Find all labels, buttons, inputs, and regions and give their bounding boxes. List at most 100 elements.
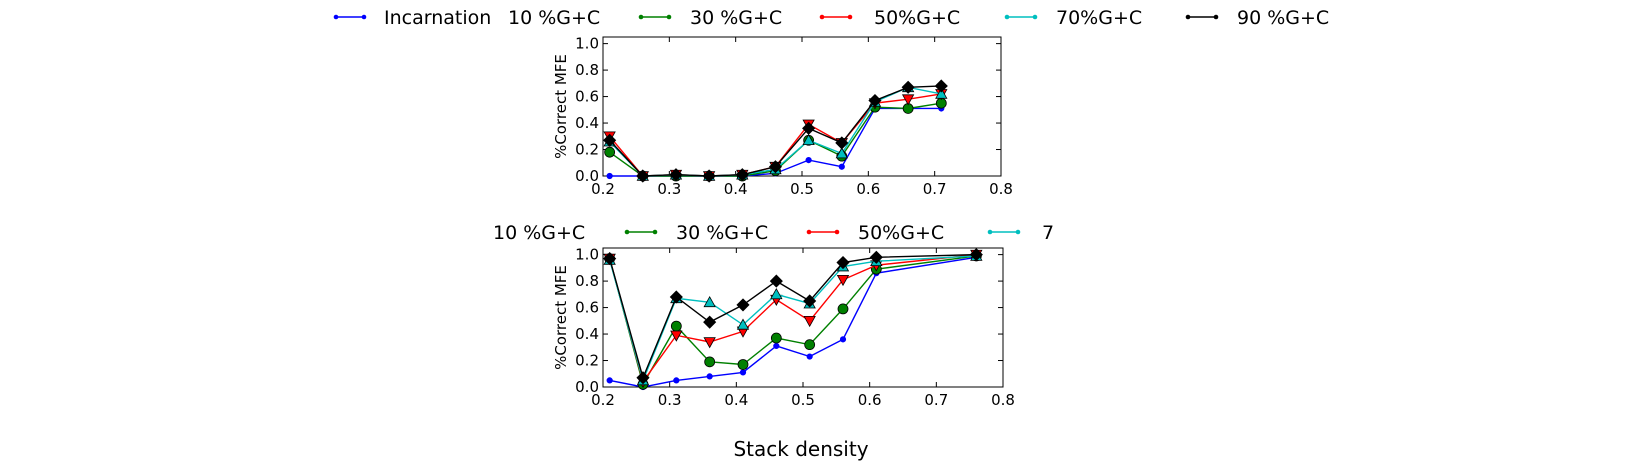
x-tick-label: 0.6 [858, 391, 882, 409]
axes-frame [602, 247, 1004, 388]
legend-label: 10 %G+C [508, 7, 600, 29]
series-line [608, 253, 977, 380]
x-axis-label: Stack density [733, 437, 868, 461]
x-tick-label: 0.2 [591, 180, 615, 198]
data-point [669, 168, 683, 182]
data-point [838, 163, 845, 170]
y-tick-label: 0.4 [575, 114, 599, 132]
x-tick-label: 0.5 [790, 180, 814, 198]
series-0 [606, 254, 980, 391]
data-point [934, 79, 948, 93]
data-point [736, 318, 750, 330]
data-point [803, 316, 816, 328]
data-point [703, 315, 717, 329]
series-4 [603, 248, 983, 385]
data-point [935, 87, 948, 99]
legend-label: 50%G+C [874, 7, 960, 29]
legend-marker [1015, 229, 1021, 235]
data-point [836, 255, 850, 270]
data-point [606, 377, 613, 384]
data-point [735, 168, 749, 182]
data-point [869, 250, 883, 264]
data-point [868, 93, 882, 108]
data-point [604, 146, 616, 158]
data-point [770, 288, 783, 300]
y-tick-label: 0.2 [575, 141, 599, 159]
y-tick-label: 0.6 [575, 299, 599, 317]
legend-marker [361, 14, 367, 20]
legend-entry: 70%G+C [1004, 7, 1142, 29]
series-1 [604, 250, 982, 390]
y-tick-label: 0.4 [575, 325, 599, 343]
y-tick-label: 0.8 [575, 272, 599, 290]
legend-label: 30 %G+C [676, 222, 768, 244]
legend-marker [652, 229, 658, 235]
legend-marker [624, 229, 630, 235]
x-tick-label: 0.3 [658, 391, 682, 409]
legend-marker [1213, 14, 1219, 20]
data-point [768, 160, 783, 174]
legend-label: 10 %G+C [493, 222, 585, 244]
x-tick-label: 0.8 [989, 180, 1013, 198]
legend-label: 30 %G+C [690, 7, 782, 29]
data-point [806, 353, 813, 360]
data-point [739, 369, 747, 376]
legend-marker [987, 229, 993, 235]
x-tick-label: 0.4 [724, 391, 748, 409]
data-point [802, 133, 815, 146]
series-line [609, 256, 977, 388]
legend-label: Incarnation [384, 7, 491, 29]
y-tick-label: 0.0 [575, 378, 599, 396]
x-tick-label: 0.5 [791, 391, 815, 409]
legend-marker [638, 14, 644, 20]
legend-marker [1032, 14, 1038, 20]
legend-entry: 7 [987, 222, 1054, 244]
data-point [836, 274, 850, 287]
data-point [804, 339, 816, 351]
legend-entry: 30 %G+C [638, 7, 782, 29]
data-point [837, 303, 849, 315]
legend-marker [333, 14, 339, 20]
data-point [803, 294, 817, 308]
legend-label: 7 [1042, 222, 1054, 244]
legend-entry: 10 %G+C [493, 222, 585, 244]
legend-marker [847, 14, 853, 20]
y-tick-label: 0.6 [575, 88, 599, 106]
legend-label: 50%G+C [858, 222, 944, 244]
y-axis-label: %Correct MFE [552, 265, 570, 370]
x-tick-label: 0.3 [657, 180, 681, 198]
data-point [670, 320, 682, 332]
data-point [603, 252, 617, 266]
data-point [636, 169, 650, 183]
data-point [636, 371, 650, 385]
data-point [835, 147, 848, 159]
legend-marker [666, 14, 672, 20]
legend-entry: 50%G+C [806, 222, 944, 244]
data-point [835, 136, 849, 150]
y-axis-label: %Correct MFE [552, 54, 570, 159]
data-point [606, 172, 613, 180]
legend-marker [1185, 14, 1191, 20]
data-point [704, 356, 716, 368]
data-point [802, 121, 816, 135]
x-tick-label: 0.2 [591, 391, 615, 409]
legend-entry: 50%G+C [819, 7, 960, 29]
data-point [702, 169, 716, 183]
data-point [901, 80, 915, 94]
legend-entry: 10 %G+C [508, 7, 600, 29]
legend-marker [806, 229, 812, 235]
data-point [805, 157, 812, 164]
data-point [706, 373, 713, 380]
legend-marker [819, 14, 825, 20]
y-tick-label: 1.0 [575, 246, 599, 264]
data-point [839, 336, 847, 343]
data-point [737, 359, 749, 370]
data-point [669, 290, 683, 304]
legend-marker [834, 229, 840, 235]
x-tick-label: 0.7 [924, 391, 948, 409]
data-point [773, 342, 780, 350]
legend-top: Incarnation 10 %G+C 30 %G+C 50%G+C 70%G+C 90 … [333, 7, 1329, 29]
legend-label: 90 %G+C [1237, 7, 1329, 29]
data-point [901, 94, 915, 106]
